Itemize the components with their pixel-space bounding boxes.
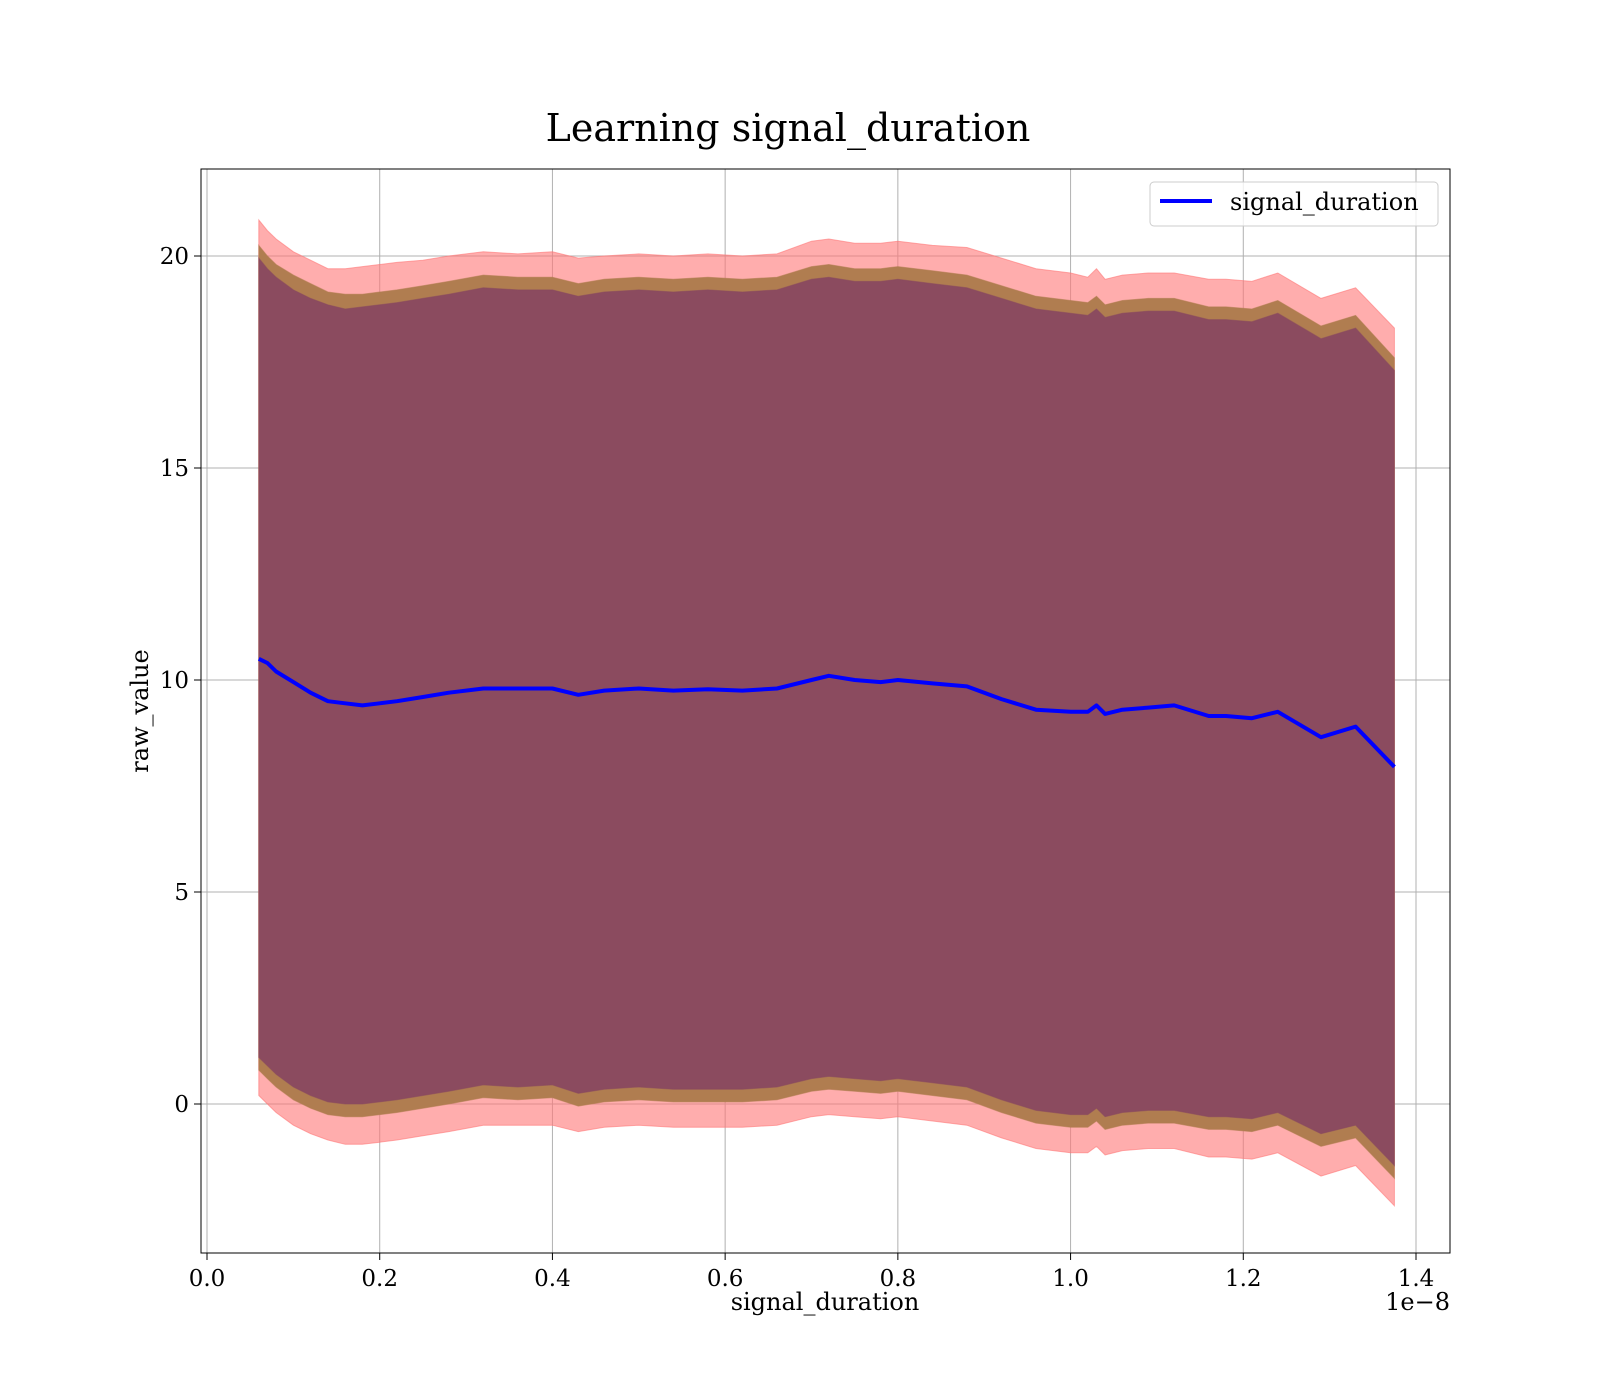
series-line-signal-duration (257, 657, 1396, 769)
plot-frame (200, 168, 1451, 1254)
x-tick-label: 0.2 (361, 1266, 398, 1292)
x-tick-label: 0.4 (534, 1266, 571, 1292)
chart-title: Learning signal_duration (546, 106, 1031, 151)
y-tick-label: 5 (174, 880, 189, 906)
legend-entry: signal_duration (1230, 188, 1419, 216)
legend-box (1149, 181, 1439, 227)
y-tick-label: 10 (160, 668, 189, 694)
legend: signal_duration (1149, 181, 1439, 227)
x-tick-label: 1.4 (1398, 1266, 1435, 1292)
line-layer (257, 657, 1396, 769)
x-tick-label: 0.8 (880, 1266, 917, 1292)
x-tick-label: 0.0 (189, 1266, 226, 1292)
x-axis-label: signal_duration (731, 1288, 920, 1316)
y-tick-label: 20 (160, 244, 189, 270)
x-offset-label: 1e−8 (1385, 1288, 1450, 1316)
y-tick-label: 15 (160, 456, 189, 482)
y-tick-label: 0 (174, 1092, 189, 1118)
x-tick-label: 0.6 (707, 1266, 744, 1292)
tick-layer: 0.0 0.2 0.4 0.6 0.8 1.0 1.2 1.4 0 5 10 15 20 (160, 244, 1435, 1292)
x-tick-label: 1.0 (1052, 1266, 1089, 1292)
band-layer (258, 218, 1395, 1208)
y-axis-label: raw_value (126, 649, 154, 773)
inner-band (258, 256, 1395, 1167)
x-tick-label: 1.2 (1225, 1266, 1262, 1292)
